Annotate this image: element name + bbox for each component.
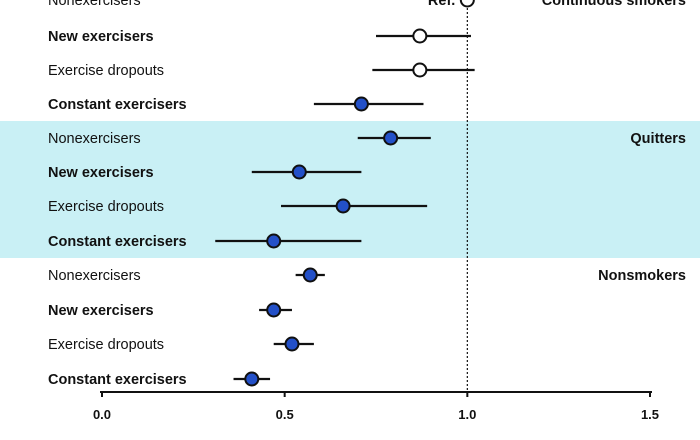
row-label: Nonexercisers: [48, 268, 141, 284]
point-marker: [353, 96, 369, 112]
x-tick-label: 0.5: [276, 407, 294, 422]
row-label: Nonexercisers: [48, 131, 141, 147]
reference-label: Ref.: [428, 0, 455, 9]
group-label: Nonsmokers: [598, 268, 686, 284]
x-tick-label: 1.5: [641, 407, 659, 422]
row-label: New exercisers: [48, 303, 154, 319]
point-marker: [412, 28, 428, 44]
group-label: Quitters: [630, 131, 686, 147]
point-marker: [244, 371, 260, 387]
row-label: Nonexercisers: [48, 0, 141, 9]
point-marker: [335, 198, 351, 214]
row-label: Constant exercisers: [48, 372, 187, 388]
point-marker: [459, 0, 475, 8]
row-label: Exercise dropouts: [48, 63, 164, 79]
x-tick-label: 1.0: [458, 407, 476, 422]
point-marker: [302, 267, 318, 283]
row-label: New exercisers: [48, 29, 154, 45]
row-label: Exercise dropouts: [48, 337, 164, 353]
point-marker: [383, 130, 399, 146]
row-label: Constant exercisers: [48, 97, 187, 113]
x-tick-label: 0.0: [93, 407, 111, 422]
point-marker: [291, 164, 307, 180]
group-label: Continuous smokers: [542, 0, 686, 9]
row-label: New exercisers: [48, 165, 154, 181]
group-shade-band: [0, 121, 700, 258]
point-marker: [284, 336, 300, 352]
point-marker: [266, 302, 282, 318]
row-label: Exercise dropouts: [48, 199, 164, 215]
point-marker: [266, 233, 282, 249]
row-label: Constant exercisers: [48, 234, 187, 250]
point-marker: [412, 62, 428, 78]
